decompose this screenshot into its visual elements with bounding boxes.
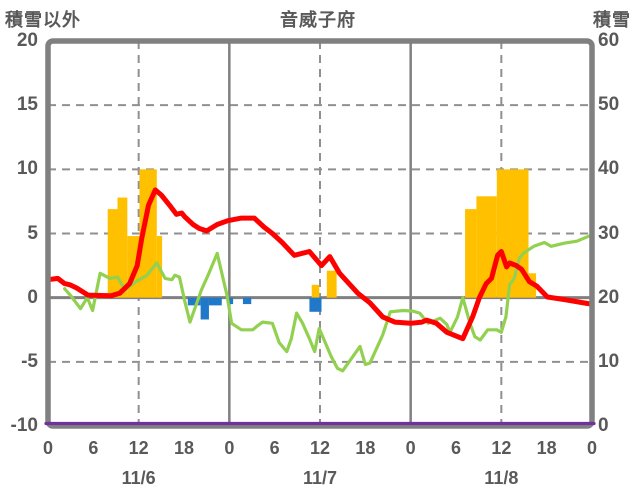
left-axis-tick: 5 (27, 222, 38, 244)
green-line (62, 233, 594, 373)
right-axis-tick: 50 (598, 94, 620, 116)
x-axis-date-label: 11/8 (484, 468, 519, 488)
right-axis-tick: 0 (598, 415, 609, 436)
left-axis-tick: -10 (10, 415, 38, 436)
left-axis-tick: 10 (16, 158, 38, 180)
x-axis-hour-tick: 0 (586, 438, 597, 458)
right-axis-tick: 10 (598, 350, 620, 372)
left-axis-tick: -5 (21, 350, 38, 372)
x-axis-hour-tick: 0 (42, 438, 53, 458)
blue-bars-bar (200, 297, 209, 320)
x-axis-date-label: 11/6 (121, 468, 156, 488)
x-axis-hour-tick: 18 (536, 438, 557, 458)
orange-bars-bar (117, 197, 128, 298)
x-axis-hour-tick: 12 (128, 438, 149, 458)
right-axis-tick: 60 (598, 30, 620, 51)
left-axis-tick: 15 (16, 94, 38, 116)
blue-bars-bar (227, 297, 234, 305)
orange-bars-bar (107, 209, 118, 298)
orange-bars-bar (311, 284, 320, 298)
x-axis-date-label: 11/7 (302, 468, 338, 488)
left-axis-tick: 20 (16, 30, 38, 51)
blue-bars-bar (187, 297, 201, 306)
x-axis-hour-tick: 18 (355, 438, 376, 458)
orange-bars-bar (326, 270, 337, 298)
x-axis-hour-tick: 12 (309, 438, 331, 458)
x-axis-hour-tick: 6 (88, 438, 99, 458)
plot-border (45, 38, 595, 429)
x-axis-hour-tick: 6 (269, 438, 280, 458)
blue-bars-bar (242, 297, 252, 305)
right-axis-tick: 40 (598, 158, 620, 180)
left-axis-tick: 0 (27, 286, 38, 308)
right-axis-title: 積雪 (593, 10, 631, 30)
blue-bars-bar (208, 297, 222, 306)
left-axis-title: 積雪以外 (5, 10, 81, 30)
x-axis-hour-tick: 12 (491, 438, 512, 458)
x-axis-hour-tick: 0 (405, 438, 416, 458)
orange-bars-bar (465, 209, 477, 298)
x-axis-hour-tick: 0 (224, 438, 235, 458)
x-axis-hour-tick: 6 (450, 438, 461, 458)
x-axis-hour-tick: 18 (173, 438, 195, 458)
right-axis-tick: 30 (598, 222, 620, 244)
right-axis-tick: 20 (598, 286, 620, 308)
station-title: 音威子府 (280, 10, 356, 30)
blue-bars-bar (309, 297, 322, 312)
red-line (45, 187, 595, 342)
